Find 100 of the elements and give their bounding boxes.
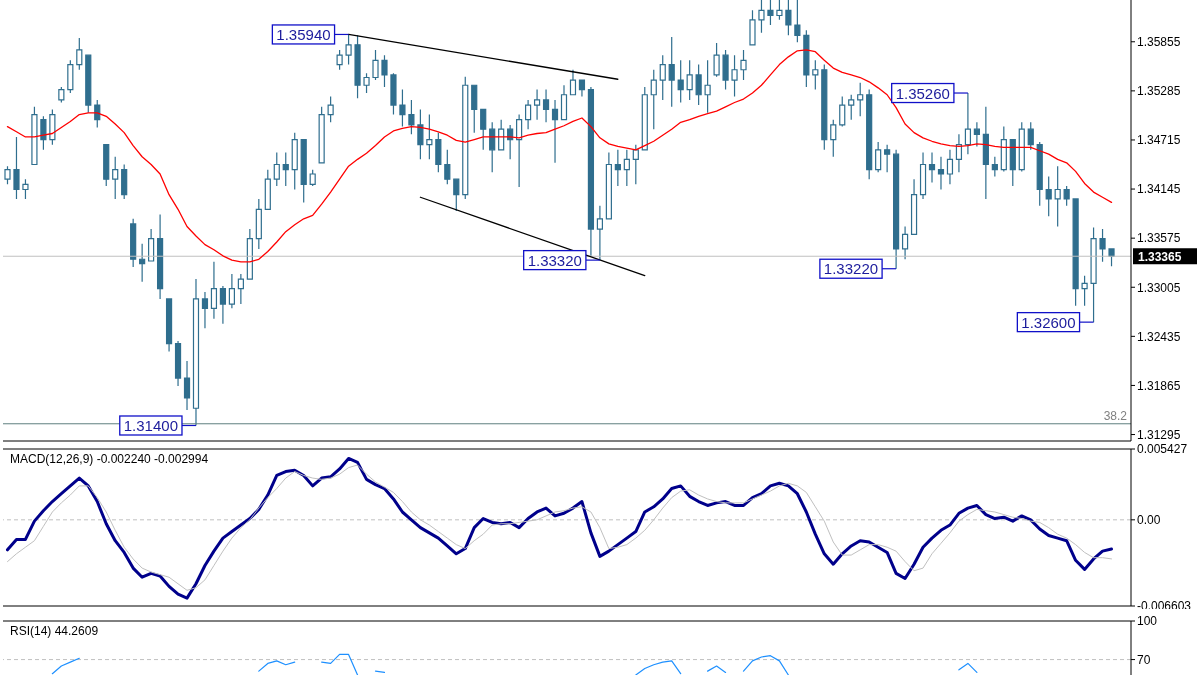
annotation: 1.35940 [276,25,331,43]
candlestick [67,59,74,94]
y-tick-label: 1.32435 [1137,329,1181,344]
candlestick [1018,121,1025,172]
annotation: 1.31400 [123,417,178,434]
candlestick [471,84,478,134]
candlestick [201,291,209,329]
annotation: 38.2 [1103,408,1128,423]
candlestick [839,95,846,128]
candlestick [291,132,298,191]
candlestick [112,156,119,200]
candlestick [641,86,648,151]
candlestick [13,136,20,200]
y-tick-label: 0.00 [1137,513,1161,528]
candlestick [1045,175,1052,217]
candlestick [821,63,828,151]
y-tick-label: 1.31295 [1137,427,1181,442]
candlestick [857,82,864,117]
candlestick [121,163,128,200]
candlestick [722,49,729,91]
candlestick [345,33,352,66]
candlestick [1099,228,1106,263]
candlestick [866,88,873,180]
candlestick [435,132,442,173]
candlestick [650,69,657,130]
candlestick [426,113,433,160]
candlestick [596,205,603,261]
candlestick [4,165,11,185]
candlestick [910,178,918,235]
candlestick [803,29,810,88]
candlestick [49,108,56,146]
candlestick [22,178,29,200]
candlestick [632,144,639,185]
candlestick [94,99,101,129]
candlestick [76,37,83,71]
candlestick [1090,226,1097,323]
y-tick-label: 0.005427 [1137,442,1188,457]
y-tick-label: 1.31865 [1137,378,1181,393]
candlestick [686,59,693,101]
candlestick [318,106,325,164]
y-tick-label: 70 [1137,652,1151,667]
candlestick [848,94,855,121]
candlestick [991,156,998,178]
candlestick [560,84,568,121]
candlestick [327,95,334,123]
candlestick [1000,126,1007,172]
candlestick [103,144,110,187]
candlestick [300,138,307,204]
candlestick [578,79,586,98]
candlestick [58,86,65,104]
candlestick [587,86,595,257]
candlestick [919,151,927,200]
candlestick [237,273,244,305]
candlestick [1081,275,1088,307]
y-tick-label: 1.33005 [1137,280,1181,295]
candlestick [453,178,460,212]
candlestick [946,149,954,185]
candlestick [1072,198,1079,307]
candlestick [623,149,630,187]
candlestick [372,49,379,81]
candlestick [668,36,675,108]
candlestick [516,113,523,188]
candlestick [31,106,38,166]
candlestick [928,151,936,184]
candlestick [282,151,289,187]
candlestick [228,273,235,309]
candlestick [444,149,451,185]
candlestick [354,34,361,99]
chart-title: RSI(14) 44.2609 [10,624,99,638]
y-tick-label: 1.33575 [1137,231,1181,246]
candlestick [767,0,774,26]
candlestick [749,9,756,46]
candlestick [893,149,900,270]
candlestick [677,59,684,104]
candlestick [884,144,891,173]
y-tick-label: 1.35855 [1137,35,1181,50]
candlestick [973,121,980,148]
candlestick [219,285,227,325]
candlestick [964,92,972,155]
candlestick [408,99,415,135]
candlestick [1108,248,1115,267]
candlestick [40,115,47,151]
candlestick [336,49,343,71]
candlestick [489,121,496,173]
candlestick [695,63,702,106]
candlestick [1027,121,1034,151]
y-tick-label: 1.34145 [1137,182,1181,197]
ref-line-label: 1.33365 [1138,249,1182,264]
y-tick-label: 100 [1137,614,1158,629]
candlestick [525,99,532,130]
candlestick [210,261,218,320]
candlestick [165,298,173,353]
chart-title: MACD(12,26,9) -0.002240 -0.002994 [10,452,209,466]
candlestick [830,119,837,158]
candlestick [740,49,747,81]
candlestick [569,69,577,96]
candlestick [955,133,963,173]
y-tick-label: 1.35285 [1137,84,1181,99]
candlestick [1036,141,1043,207]
candlestick [605,151,612,220]
